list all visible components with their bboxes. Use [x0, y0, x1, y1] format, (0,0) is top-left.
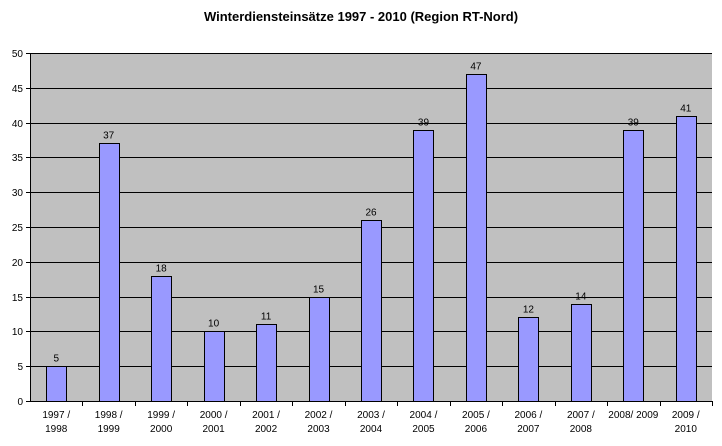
- data-label-11: 39: [628, 118, 640, 129]
- x-tick-label-4-0: 2001 /: [252, 410, 280, 421]
- x-tick-label-5-0: 2002 /: [305, 410, 333, 421]
- x-axis: 1997 / 1998 1998 / 1999 1999 / 2000 2000 / 2001…: [30, 401, 713, 435]
- bar-5: [309, 297, 330, 402]
- x-tick-label-10-0: 2007 /: [567, 410, 595, 421]
- data-label-1: 37: [103, 131, 115, 142]
- x-tick-label-2-0: 1999 /: [147, 410, 175, 421]
- bar-2: [151, 276, 172, 402]
- data-label-6: 26: [365, 208, 377, 219]
- x-tick-label-6-1: 2004: [360, 424, 383, 435]
- x-tick-label-9-0: 2006 /: [514, 410, 542, 421]
- x-tick-label-10-1: 2008: [570, 424, 593, 435]
- data-label-5: 15: [313, 285, 325, 296]
- y-tick-label-4: 20: [12, 258, 24, 269]
- data-label-0: 5: [53, 354, 59, 365]
- y-axis: 0 5 10 15 20 25 30 35 40 45 50: [12, 49, 31, 408]
- y-tick-label-1: 5: [17, 362, 23, 373]
- bar-9: [518, 317, 539, 402]
- x-tick-label-7-0: 2004 /: [410, 410, 438, 421]
- chart-title: Winterdiensteinsätze 1997 - 2010 (Region…: [204, 9, 518, 24]
- data-label-9: 12: [523, 305, 535, 316]
- data-label-3: 10: [208, 319, 220, 330]
- data-label-8: 47: [470, 62, 482, 73]
- x-tick-label-12-0: 2009 /: [672, 410, 700, 421]
- data-label-7: 39: [418, 118, 430, 129]
- x-tick-label-9-1: 2007: [517, 424, 540, 435]
- y-tick-label-8: 40: [12, 119, 24, 130]
- y-tick-label-2: 10: [12, 327, 24, 338]
- data-label-10: 14: [575, 292, 587, 303]
- bar-1: [99, 143, 120, 402]
- y-tick-label-5: 25: [12, 223, 24, 234]
- bar-6: [361, 220, 382, 402]
- x-tick-label-0-1: 1998: [45, 424, 68, 435]
- data-label-2: 18: [156, 264, 168, 275]
- bar-4: [256, 324, 277, 402]
- x-tick-label-0-0: 1997 /: [42, 410, 70, 421]
- y-tick-label-9: 45: [12, 84, 24, 95]
- x-tick-label-5-1: 2003: [307, 424, 330, 435]
- y-tick-label-0: 0: [17, 397, 23, 408]
- data-label-4: 11: [261, 312, 272, 323]
- x-tick-label-3-1: 2001: [202, 424, 225, 435]
- x-tick-label-1-0: 1998 /: [95, 410, 123, 421]
- x-tick-label-8-1: 2006: [465, 424, 488, 435]
- x-tick-label-3-0: 2000 /: [200, 410, 228, 421]
- x-tick-label-12-1: 2010: [675, 424, 698, 435]
- x-tick-label-2-1: 2000: [150, 424, 173, 435]
- bar-11: [623, 130, 644, 402]
- bar-7: [413, 130, 434, 402]
- x-tick-label-7-1: 2005: [412, 424, 435, 435]
- data-labels: 5 37 18 10 11 15 26 39 47 12 14 39 41: [53, 62, 691, 365]
- x-tick-label-1-1: 1999: [98, 424, 121, 435]
- y-tick-label-10: 50: [12, 49, 24, 60]
- y-tick-label-7: 35: [12, 153, 24, 164]
- data-label-12: 41: [680, 104, 692, 115]
- x-tick-label-11-0: 2008/ 2009: [608, 410, 658, 421]
- x-tick-label-4-1: 2002: [255, 424, 278, 435]
- bar-10: [571, 304, 592, 402]
- bar-0: [46, 366, 67, 402]
- bar-3: [204, 331, 225, 402]
- bars: [46, 74, 697, 402]
- x-tick-label-6-0: 2003 /: [357, 410, 385, 421]
- y-tick-label-6: 30: [12, 188, 24, 199]
- bar-8: [466, 74, 487, 402]
- bar-12: [676, 116, 697, 402]
- x-tick-label-8-0: 2005 /: [462, 410, 490, 421]
- y-tick-label-3: 15: [12, 293, 24, 304]
